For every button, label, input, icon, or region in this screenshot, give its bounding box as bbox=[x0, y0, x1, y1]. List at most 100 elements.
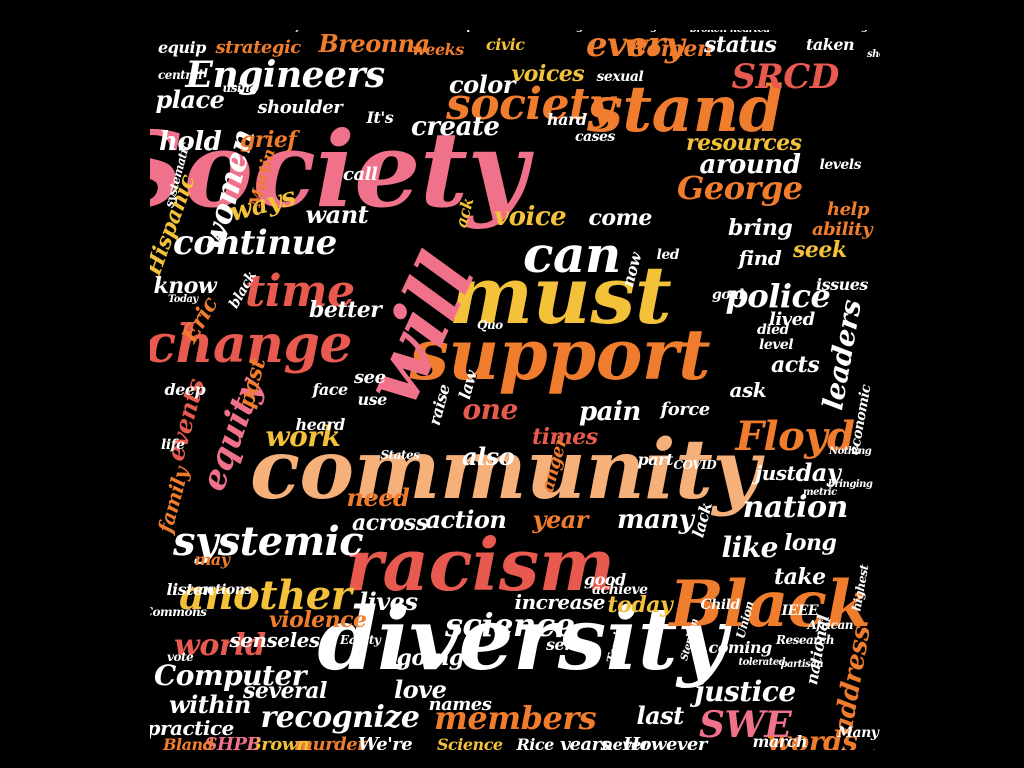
word-shoulder: shoulder bbox=[257, 97, 343, 118]
word-members: members bbox=[434, 699, 597, 737]
word-action: action bbox=[425, 505, 507, 534]
word-police: police bbox=[725, 277, 831, 315]
word-change: change bbox=[150, 314, 352, 375]
word-research: Research bbox=[776, 633, 835, 647]
word-achieve: achieve bbox=[592, 582, 648, 598]
word-goal: goal bbox=[712, 287, 744, 303]
word-show: show bbox=[867, 49, 880, 60]
word-better: better bbox=[309, 297, 382, 323]
word-grief: grief bbox=[240, 127, 297, 153]
word-today: today bbox=[607, 592, 673, 618]
word-work: work bbox=[265, 420, 341, 453]
word-deep: deep bbox=[164, 380, 206, 399]
word-also: also bbox=[462, 442, 515, 471]
word-women: Women bbox=[624, 36, 713, 62]
word-weeks: weeks bbox=[412, 40, 464, 59]
word-systemic: systemic bbox=[173, 518, 364, 565]
word-society: society bbox=[446, 79, 615, 130]
word-covid: COVID bbox=[673, 458, 717, 472]
word-hold: hold bbox=[159, 127, 222, 157]
word-sexual: sexual bbox=[596, 69, 644, 85]
word-stand: stand bbox=[587, 72, 783, 147]
word-time: time bbox=[245, 266, 355, 317]
word-going: going bbox=[396, 645, 465, 671]
word-equip: equip bbox=[158, 38, 206, 57]
word-create: create bbox=[411, 112, 500, 142]
word-bland: Bland bbox=[163, 735, 214, 751]
word-cloud: Society community diversity racism support mu… bbox=[150, 30, 880, 750]
word-year: year bbox=[532, 505, 589, 534]
word-society: Society bbox=[150, 108, 528, 231]
word-strategic: strategic bbox=[215, 37, 302, 58]
word-last: last bbox=[636, 701, 685, 730]
word-justice: justice bbox=[694, 675, 797, 708]
word-we-re: We're bbox=[358, 734, 413, 751]
word-computer: Computer bbox=[154, 659, 307, 692]
word-actions: actions bbox=[198, 582, 253, 598]
word-continue: continue bbox=[173, 223, 337, 263]
word-broken-hearted: broken-hearted bbox=[690, 30, 771, 35]
word-srcd: SRCD bbox=[731, 57, 840, 97]
word-acts: acts bbox=[771, 352, 820, 378]
word-like: like bbox=[721, 531, 779, 564]
word-however: However bbox=[623, 734, 707, 751]
word-child: Child bbox=[700, 597, 741, 613]
word-science: Science bbox=[437, 735, 503, 751]
word-can: can bbox=[523, 225, 621, 284]
word-every: every bbox=[586, 30, 685, 65]
word-central: central bbox=[158, 68, 203, 82]
word-states: States bbox=[380, 448, 420, 462]
word-bringing: bringing bbox=[828, 479, 873, 490]
word-cases: cases bbox=[575, 129, 615, 145]
word-vote: vote bbox=[167, 650, 194, 664]
word-swe: SWE bbox=[699, 704, 792, 746]
word-several: several bbox=[243, 678, 327, 704]
word-use: use bbox=[357, 390, 388, 409]
word-african: African bbox=[807, 618, 854, 632]
word-see: see bbox=[354, 367, 386, 388]
word-increasing: increasing bbox=[603, 30, 657, 33]
word-lives: lives bbox=[359, 587, 418, 616]
word-day: day bbox=[795, 458, 841, 487]
word-brown: Brown bbox=[246, 734, 310, 751]
word-know: know bbox=[153, 273, 217, 299]
word-racism: racism bbox=[345, 522, 615, 607]
word-part: part bbox=[637, 450, 674, 469]
word-words: words bbox=[767, 725, 858, 751]
word-life: life bbox=[161, 437, 185, 453]
word-years: years bbox=[559, 734, 611, 751]
word-one: one bbox=[462, 393, 519, 426]
word-seek: seek bbox=[793, 237, 847, 263]
word-george: George bbox=[677, 169, 803, 207]
word-around: around bbox=[699, 150, 801, 180]
word-ieee: IEEE bbox=[781, 603, 819, 619]
word-tolerated: tolerated bbox=[738, 657, 786, 668]
word-black: Black bbox=[669, 567, 871, 642]
word-engineers: Engineers bbox=[185, 54, 386, 96]
word-call: call bbox=[343, 164, 378, 185]
word-ability: ability bbox=[812, 219, 873, 240]
word-seems: seems bbox=[789, 30, 822, 33]
word-partisan: partisan bbox=[780, 659, 824, 670]
word-practice: practice bbox=[150, 716, 234, 740]
word-times: times bbox=[532, 424, 598, 450]
word-today: Today bbox=[168, 294, 198, 305]
word-need: need bbox=[346, 483, 410, 512]
word-shpe: SHPE bbox=[204, 734, 261, 751]
word-community: community bbox=[250, 422, 760, 518]
word-consequences: consequences bbox=[434, 30, 507, 33]
word-recognize: recognize bbox=[260, 700, 420, 735]
word-metric: metric bbox=[803, 487, 837, 498]
word-nation: nation bbox=[742, 490, 849, 525]
word-never: never bbox=[601, 735, 650, 751]
word-status: status bbox=[704, 32, 777, 58]
word-voice: voice bbox=[494, 202, 567, 232]
word-ensuring: ensuring bbox=[822, 30, 868, 33]
word-equity: Equity bbox=[340, 633, 381, 647]
word-many: many bbox=[617, 505, 694, 535]
word-good: good bbox=[584, 570, 626, 589]
word-using: using bbox=[222, 81, 258, 95]
word-senseless: senseless bbox=[229, 628, 331, 652]
word-hard: hard bbox=[547, 110, 587, 129]
word-quo: Quo bbox=[477, 318, 503, 332]
